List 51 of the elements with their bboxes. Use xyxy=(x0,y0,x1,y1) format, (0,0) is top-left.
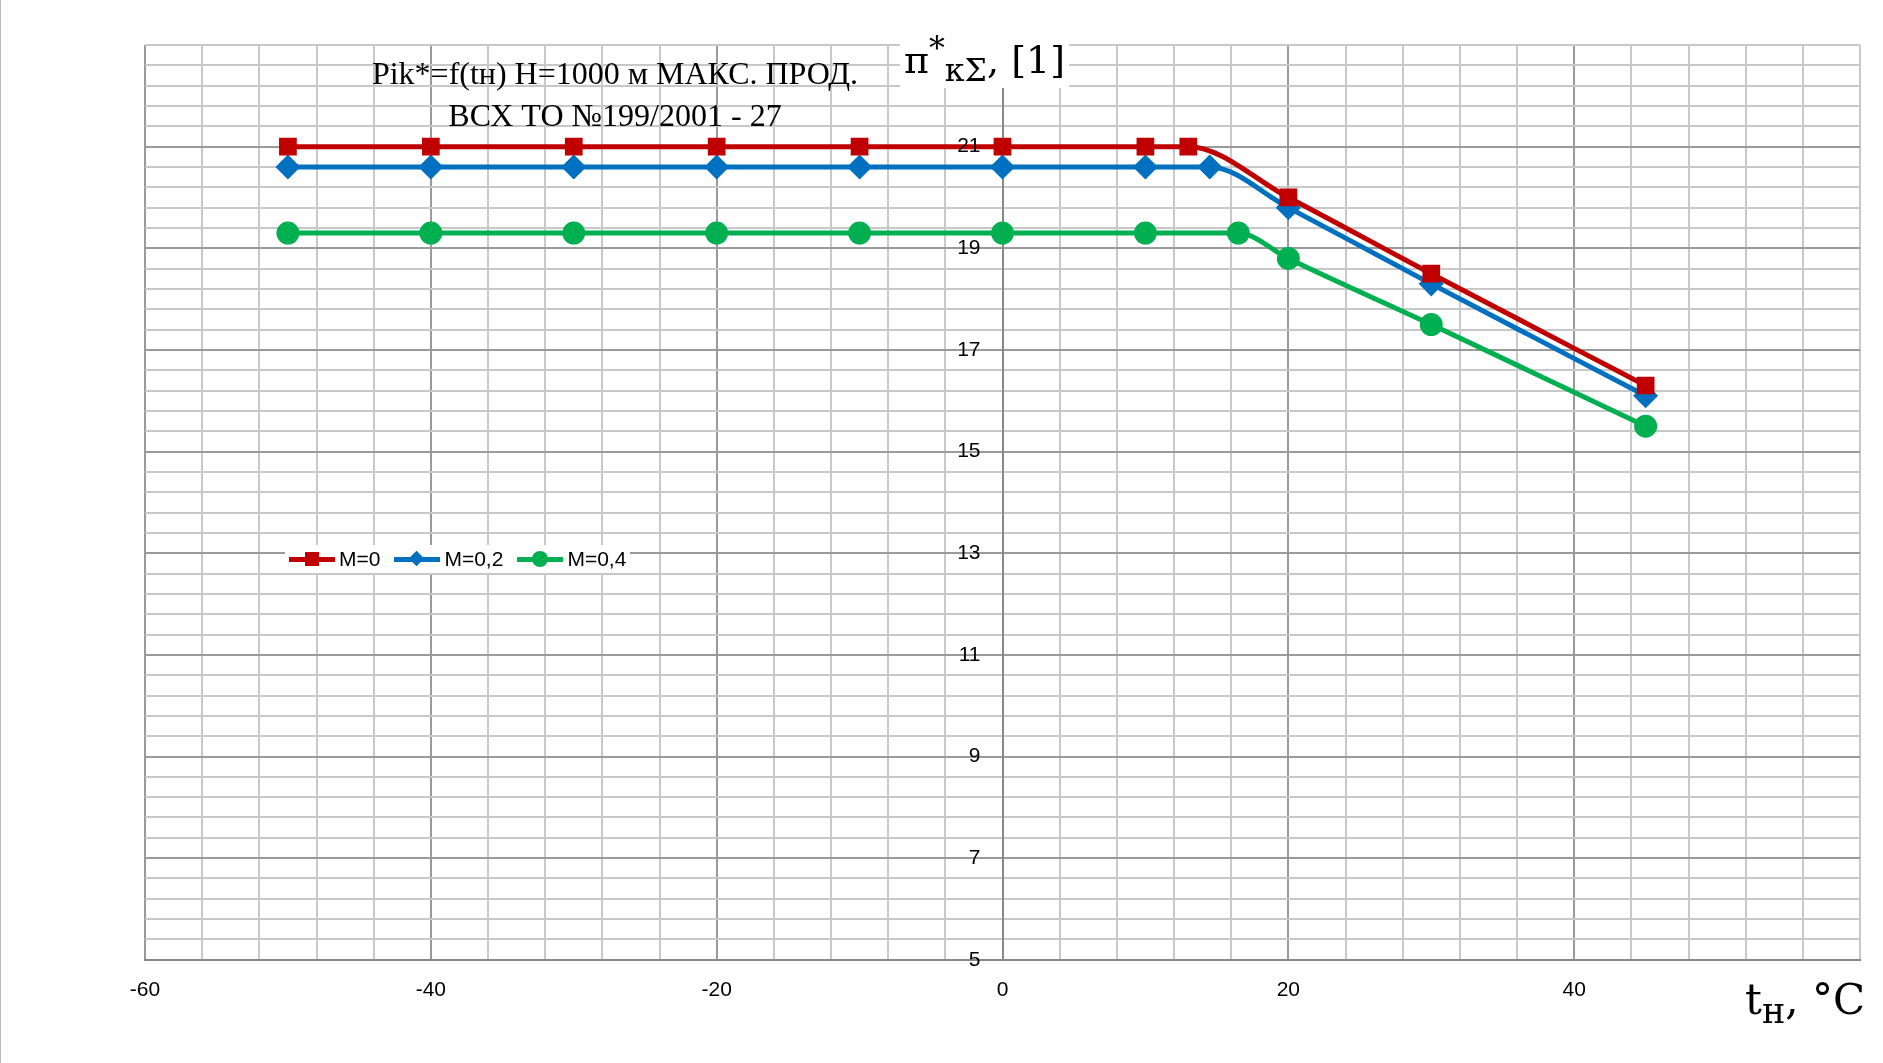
point xyxy=(1133,155,1157,179)
point xyxy=(562,155,586,179)
x-tick-label: 20 xyxy=(1276,977,1301,1001)
point xyxy=(991,155,1014,179)
point xyxy=(848,155,872,179)
point xyxy=(419,221,443,245)
point xyxy=(419,155,443,179)
point xyxy=(1136,137,1155,156)
point xyxy=(1179,137,1198,156)
text: ВСХ ТО №199/2001 - 27 xyxy=(447,96,783,135)
point xyxy=(564,137,583,156)
point xyxy=(1133,221,1157,245)
y-tick-label: 19 xyxy=(957,235,981,259)
point xyxy=(707,137,726,156)
legend-label: M=0,4 xyxy=(567,547,627,571)
point xyxy=(279,137,297,156)
point xyxy=(705,221,729,245)
point xyxy=(1419,313,1443,337)
x-axis-title: t$_{н}$, °C xyxy=(1745,975,1866,1032)
point xyxy=(848,221,872,245)
y-axis-title: π$^{*}$$_{кΣ}$, [1] xyxy=(900,30,1069,89)
y-tick-label: 15 xyxy=(957,438,981,462)
chart-title: Pik*=f(tн) H=1000 м МАКС. ПРОД. xyxy=(370,54,860,93)
y-tick-label: 7 xyxy=(968,844,981,868)
point xyxy=(562,221,586,245)
point xyxy=(1636,376,1655,395)
point xyxy=(991,221,1014,245)
x-tick-label: 40 xyxy=(1562,977,1586,1001)
point xyxy=(850,137,869,156)
x-tick-label: -40 xyxy=(415,977,447,1001)
legend-label: M=0 xyxy=(339,547,381,571)
point xyxy=(276,155,300,179)
y-tick-label: 13 xyxy=(957,540,981,564)
point xyxy=(1279,188,1298,207)
point xyxy=(993,137,1012,156)
y-tick-label: 9 xyxy=(968,743,981,767)
point xyxy=(705,155,729,179)
point xyxy=(1422,264,1441,283)
x-tick-label: 0 xyxy=(996,977,1009,1001)
point xyxy=(1276,246,1300,270)
point xyxy=(1198,155,1222,179)
point xyxy=(421,137,440,156)
legend-label: M=0,2 xyxy=(444,547,504,571)
point xyxy=(1634,414,1658,438)
x-tick-label: -60 xyxy=(129,977,161,1001)
y-tick-label: 5 xyxy=(968,946,981,970)
point xyxy=(276,221,300,245)
x-tick-label: -20 xyxy=(701,977,732,1001)
y-tick-label: 11 xyxy=(958,641,981,665)
point xyxy=(1226,221,1250,245)
y-tick-label: 17 xyxy=(957,336,981,360)
